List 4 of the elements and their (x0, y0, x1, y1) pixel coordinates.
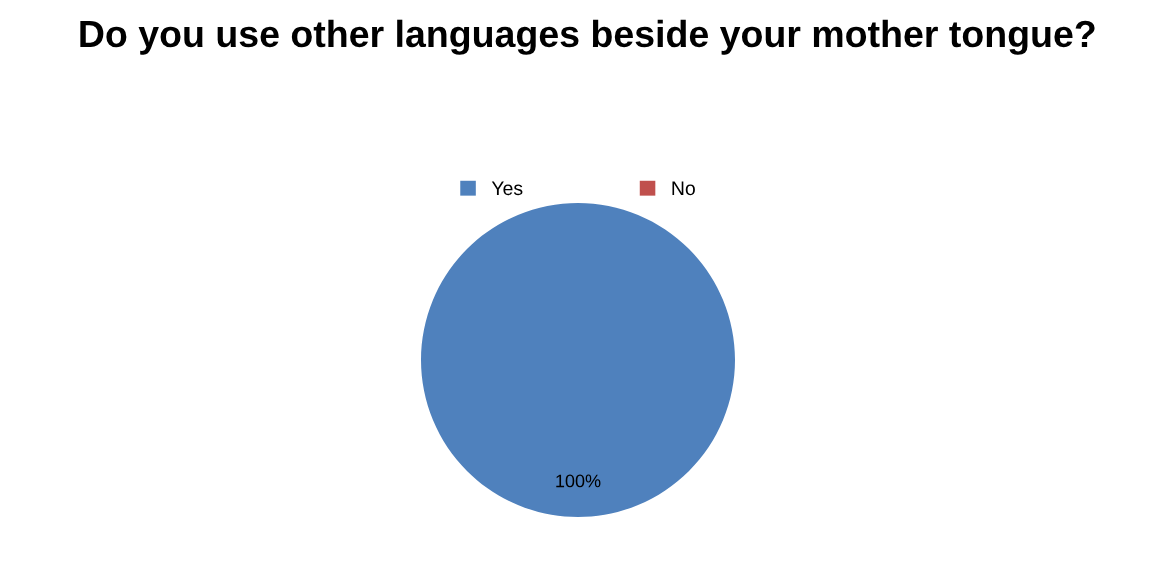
legend-label: Yes (491, 181, 523, 196)
data-label: 100% (556, 474, 601, 488)
legend-label: No (672, 181, 695, 196)
chart-title: Do you use other languages beside your mother tongue? (80, 19, 1095, 55)
